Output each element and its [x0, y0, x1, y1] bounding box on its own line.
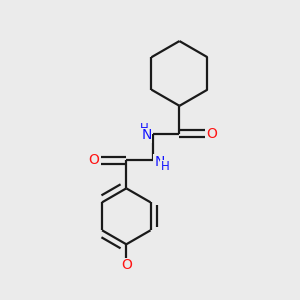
Text: H: H: [161, 160, 170, 173]
Text: O: O: [88, 153, 99, 167]
Text: O: O: [121, 258, 132, 272]
Text: N: N: [154, 155, 164, 169]
Text: O: O: [206, 127, 218, 141]
Text: N: N: [141, 128, 152, 142]
Text: H: H: [140, 122, 149, 135]
